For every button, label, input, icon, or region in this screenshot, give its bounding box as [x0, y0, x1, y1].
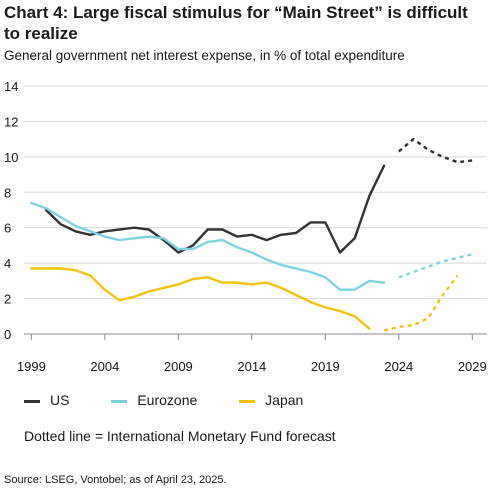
gridlines	[24, 85, 487, 335]
legend-swatch-japan	[239, 400, 256, 404]
chart-subtitle: General government net interest expense,…	[4, 48, 405, 63]
legend-label-us: US	[50, 392, 70, 409]
x-tick-label-2004: 2004	[90, 359, 119, 374]
y-tick-label-10: 10	[4, 150, 18, 165]
series-line-us	[44, 164, 386, 254]
legend-item-eurozone: Eurozone	[111, 392, 197, 408]
x-tick-label-2029: 2029	[458, 359, 487, 374]
legend-item-japan: Japan	[239, 392, 303, 408]
series-lines	[30, 137, 473, 332]
legend-swatch-us	[24, 400, 40, 404]
y-tick-label-12: 12	[4, 114, 18, 129]
legend-item-us: US	[24, 392, 69, 408]
chart-title: Chart 4: Large fiscal stimulus for “Main…	[4, 3, 468, 43]
y-tick-label-6: 6	[4, 221, 11, 236]
series-line-japan	[30, 267, 371, 330]
x-axis-ticks: 1999 2004 2009 2014 2019 2024 2029	[17, 334, 487, 374]
source-note: Source: LSEG, Vontobel; as of April 23, …	[4, 474, 227, 486]
series-forecast-line-japan	[383, 274, 459, 332]
legend-swatch-eurozone	[111, 400, 128, 404]
y-tick-label-8: 8	[4, 185, 11, 200]
legend-label-eurozone: Eurozone	[137, 392, 198, 409]
legend: US Eurozone Japan	[24, 391, 341, 408]
y-tick-label-14: 14	[4, 79, 18, 94]
y-axis-ticks: 0 2 4 6 8 10 12 14	[4, 79, 18, 342]
series-forecast-line-eurozone	[398, 253, 473, 279]
x-tick-label-2024: 2024	[384, 359, 413, 374]
y-tick-label-2: 2	[4, 292, 11, 307]
x-tick-label-2009: 2009	[164, 359, 193, 374]
y-tick-label-0: 0	[4, 327, 11, 342]
y-tick-label-4: 4	[4, 256, 11, 271]
x-tick-label-2019: 2019	[311, 359, 340, 374]
series-line-eurozone	[30, 201, 386, 291]
legend-label-japan: Japan	[265, 392, 304, 409]
series-forecast-line-us	[398, 137, 473, 164]
line-chart: 0 2 4 6 8 10 12 14 1999 2004 2009 2014 2019 2024 2029	[4, 79, 487, 374]
x-tick-label-1999: 1999	[17, 359, 46, 374]
forecast-note: Dotted line = International Monetary Fun…	[24, 428, 336, 444]
x-tick-label-2014: 2014	[237, 359, 266, 374]
